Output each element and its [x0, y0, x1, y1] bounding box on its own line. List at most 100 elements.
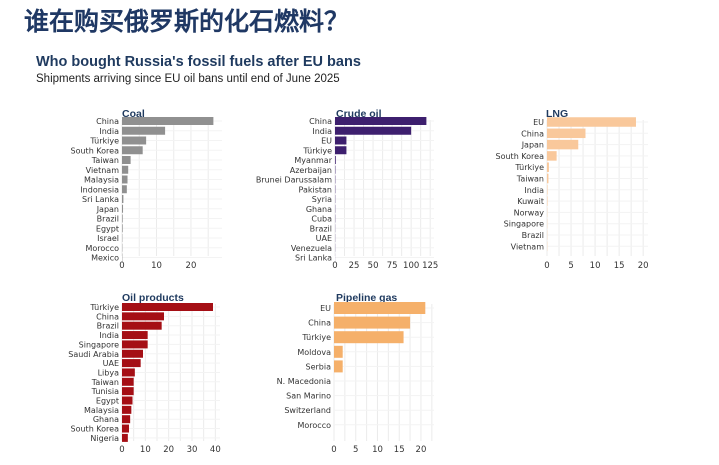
oil-products-x-tick-label: 0: [119, 445, 124, 455]
crude-oil-category-label: Türkiye: [302, 146, 332, 155]
coal-bar-japan: [122, 204, 124, 213]
crude-oil-category-label: Brunei Darussalam: [256, 176, 332, 185]
lng-category-label: Vietnam: [511, 242, 545, 251]
pipeline-gas-x-tick-label: 0: [331, 445, 336, 455]
crude-oil-bar-myanmar: [335, 156, 336, 164]
oil-products-category-label: Malaysia: [84, 406, 119, 415]
pipeline-gas-bar-china: [334, 316, 411, 329]
crude-oil-category-label: Ghana: [306, 205, 332, 214]
figure-title: Who bought Russia's fossil fuels after E…: [36, 54, 361, 70]
lng-category-label: India: [524, 186, 544, 195]
oil-products-category-label: Singapore: [79, 340, 119, 349]
oil-products-bar-tunisia: [122, 387, 134, 396]
coal-category-label: Sri Lanka: [82, 195, 119, 204]
coal-category-label: China: [96, 117, 119, 126]
oil-products-bar-south-korea: [122, 424, 129, 433]
pipeline-gas-x-tick-label: 5: [353, 445, 358, 455]
coal-bar-egypt: [122, 224, 123, 233]
lng-bar-south-korea: [547, 151, 557, 161]
crude-oil-category-label: Syria: [312, 195, 332, 204]
crude-oil-category-label: Venezuela: [291, 244, 332, 253]
oil-products-bar-uae: [122, 359, 141, 368]
lng-x-tick-label: 15: [614, 261, 625, 271]
coal-bar-vietnam: [122, 165, 129, 174]
crude-oil-category-label: UAE: [316, 234, 332, 243]
lng-bar-taiwan: [547, 173, 549, 184]
coal-x-tick-label: 10: [151, 261, 162, 271]
pipeline-gas-x-tick-label: 15: [394, 445, 405, 455]
crude-oil-category-label: EU: [321, 137, 332, 146]
lng-category-label: Singapore: [504, 220, 544, 229]
coal-category-label: Mexico: [91, 254, 119, 263]
lng-x-tick-label: 10: [590, 261, 601, 271]
coal-x-tick-label: 0: [119, 261, 124, 271]
pipeline-gas-category-label: Switzerland: [284, 406, 331, 415]
lng-category-label: EU: [533, 118, 544, 127]
coal-bar-india: [122, 126, 166, 135]
coal-category-label: Malaysia: [84, 176, 119, 185]
lng-category-label: South Korea: [496, 152, 545, 161]
coal-category-label: Vietnam: [86, 166, 120, 175]
coal-bar-taiwan: [122, 156, 131, 164]
pipeline-gas-x-tick-label: 10: [372, 445, 383, 455]
lng-category-label: Norway: [514, 208, 545, 217]
crude-oil-category-label: Cuba: [311, 215, 332, 224]
crude-oil-category-label: Sri Lanka: [295, 254, 332, 263]
coal-category-label: South Korea: [71, 146, 120, 155]
crude-oil-category-label: China: [309, 117, 332, 126]
crude-oil-x-tick-label: 75: [387, 261, 398, 271]
oil-products-category-label: Taiwan: [91, 378, 119, 387]
oil-products-category-label: Ghana: [93, 415, 119, 424]
oil-products-category-label: South Korea: [71, 425, 120, 434]
coal-category-label: Egypt: [96, 224, 119, 233]
lng-category-label: China: [521, 129, 544, 138]
lng-x-tick-label: 5: [568, 261, 573, 271]
oil-products-x-tick-label: 30: [187, 445, 198, 455]
figure-subtitle: Shipments arriving since EU oil bans unt…: [36, 73, 340, 85]
coal-bar-brazil: [122, 214, 123, 223]
lng-category-label: Kuwait: [517, 197, 544, 206]
slide-title: 谁在购买俄罗斯的化石燃料？: [24, 7, 350, 36]
oil-products-category-label: UAE: [103, 359, 119, 368]
oil-products-bar-nigeria: [122, 433, 128, 442]
coal-category-label: Israel: [97, 234, 119, 243]
lng-bar-japan: [547, 139, 579, 150]
oil-products-bar-ghana: [122, 415, 131, 424]
lng-category-label: Brazil: [522, 231, 544, 240]
oil-products-bar-brazil: [122, 321, 162, 330]
crude-oil-category-label: Brazil: [310, 224, 332, 233]
coal-category-label: Morocco: [86, 244, 120, 253]
coal-category-label: Türkiye: [89, 137, 119, 146]
oil-products-x-tick-label: 10: [140, 445, 151, 455]
pipeline-gas-category-label: China: [308, 319, 331, 328]
coal-category-label: Brazil: [97, 215, 119, 224]
lng-category-label: Taiwan: [516, 175, 544, 184]
pipeline-gas-category-label: Morocco: [298, 421, 332, 430]
coal-category-label: Taiwan: [91, 156, 119, 165]
pipeline-gas-category-label: N. Macedonia: [277, 377, 331, 386]
oil-products-bar-china: [122, 312, 164, 321]
oil-products-bar-india: [122, 331, 148, 340]
pipeline-gas-category-label: Serbia: [306, 362, 332, 371]
oil-products-category-label: Saudi Arabia: [68, 350, 119, 359]
crude-oil-bar-t-rkiye: [335, 146, 347, 155]
oil-products-bar-egypt: [122, 396, 133, 405]
coal-bar-t-rkiye: [122, 136, 147, 145]
lng-category-label: Türkiye: [514, 163, 544, 172]
oil-products-category-label: Egypt: [96, 397, 119, 406]
crude-oil-category-label: Myanmar: [294, 156, 332, 165]
pipeline-gas-category-label: Moldova: [297, 348, 331, 357]
pipeline-gas-chart-title: Pipeline gas: [336, 292, 397, 304]
oil-products-category-label: Türkiye: [89, 303, 119, 312]
pipeline-gas-category-label: Türkiye: [301, 333, 331, 342]
coal-category-label: Indonesia: [80, 185, 119, 194]
oil-products-category-label: India: [99, 331, 119, 340]
lng-bar-t-rkiye: [547, 162, 549, 172]
lng-bar-china: [547, 128, 586, 139]
pipeline-gas-bar-eu: [334, 302, 426, 314]
lng-x-tick-label: 0: [544, 261, 549, 271]
crude-oil-category-label: Azerbaijan: [290, 166, 332, 175]
pipeline-gas-bar-serbia: [334, 360, 343, 373]
pipeline-gas-bar-moldova: [334, 345, 343, 358]
